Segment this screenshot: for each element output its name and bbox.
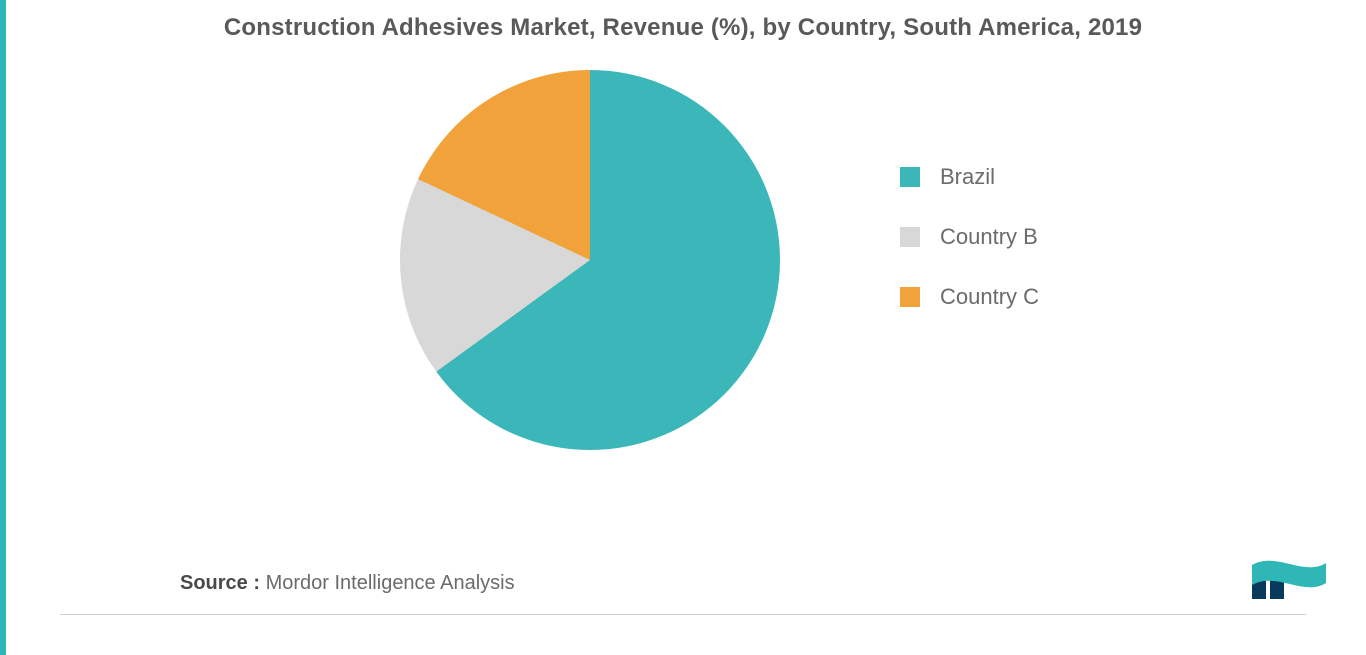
pie-chart	[400, 70, 780, 450]
legend-label: Country C	[940, 284, 1039, 310]
source-line: Source : Mordor Intelligence Analysis	[180, 572, 515, 595]
legend: Brazil Country B Country C	[900, 130, 1039, 344]
source-label: Source :	[180, 572, 260, 594]
pie-graphic	[400, 70, 780, 450]
divider	[60, 614, 1306, 615]
source-text: Mordor Intelligence Analysis	[266, 572, 515, 594]
legend-item: Country B	[900, 224, 1039, 250]
brand-logo-icon	[1246, 557, 1326, 607]
legend-swatch-country-c	[900, 287, 920, 307]
legend-item: Country C	[900, 284, 1039, 310]
chart-title: Construction Adhesives Market, Revenue (…	[0, 14, 1366, 42]
legend-swatch-brazil	[900, 167, 920, 187]
legend-item: Brazil	[900, 164, 1039, 190]
accent-bar	[0, 0, 6, 655]
legend-label: Country B	[940, 224, 1038, 250]
legend-label: Brazil	[940, 164, 995, 190]
legend-swatch-country-b	[900, 227, 920, 247]
